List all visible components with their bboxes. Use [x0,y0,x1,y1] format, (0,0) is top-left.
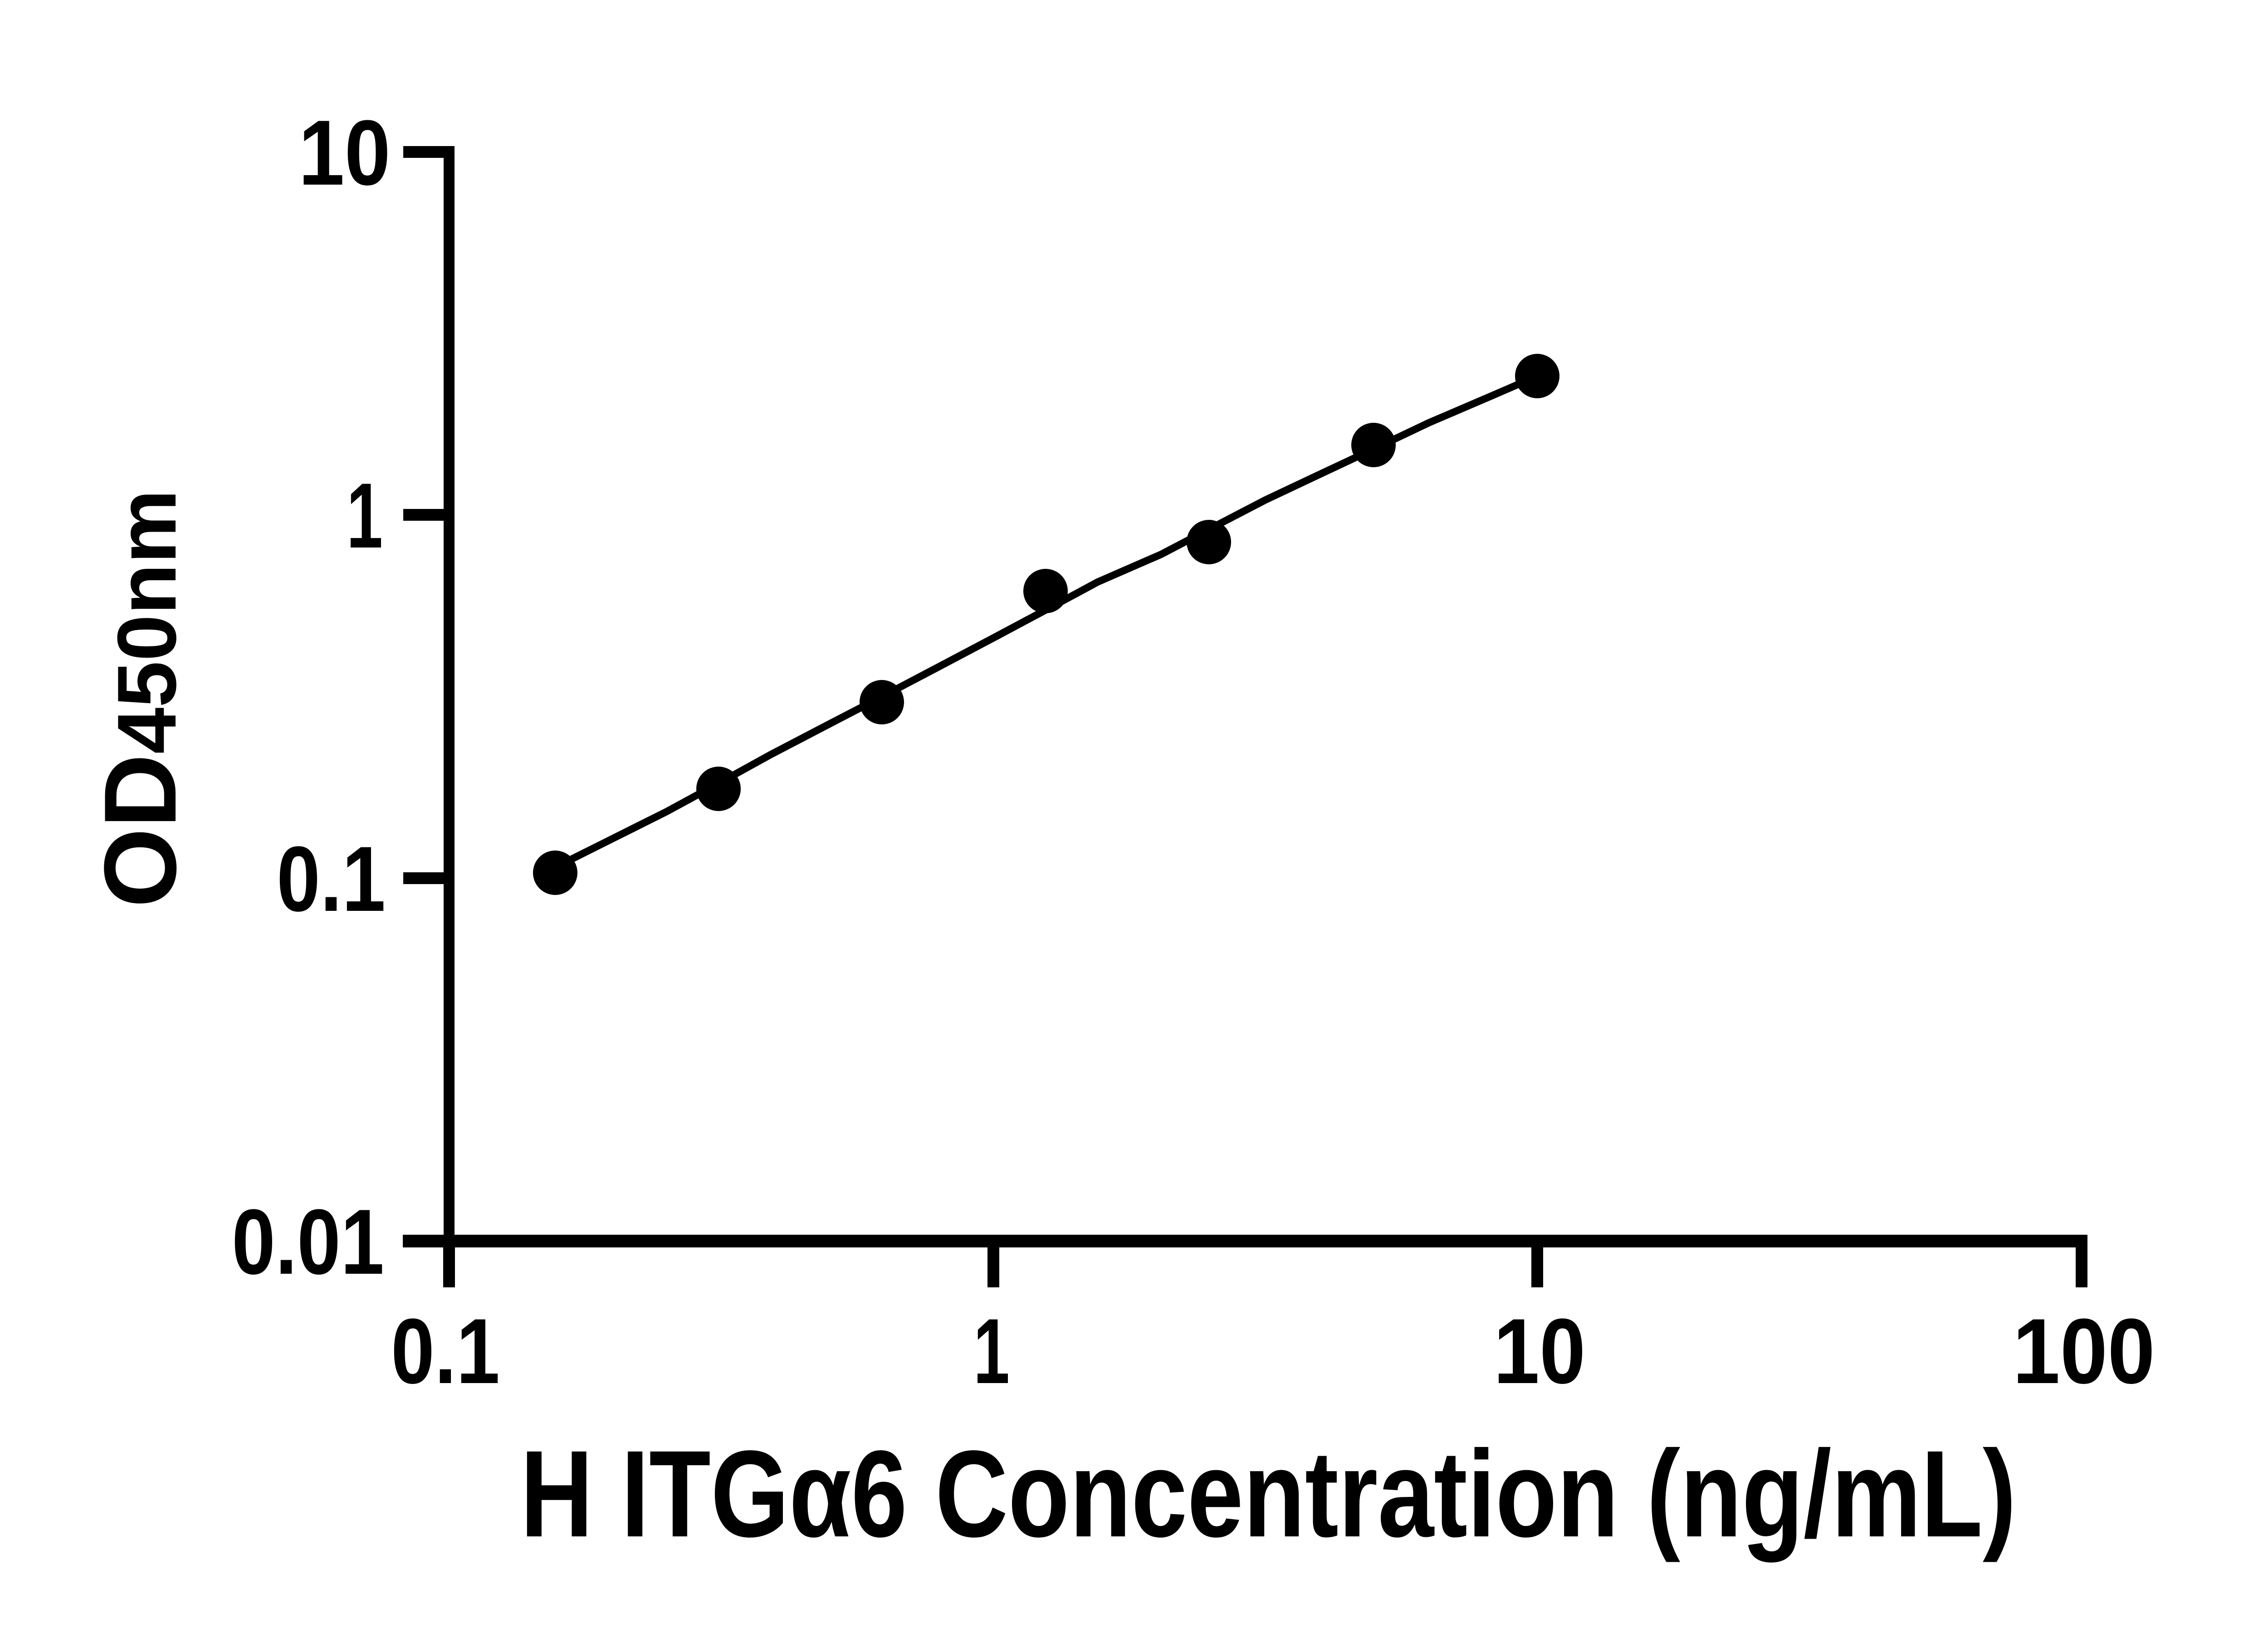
svg-text:H ITGα6 Concentration (ng/mL): H ITGα6 Concentration (ng/mL) [520,1425,2016,1564]
svg-text:1: 1 [347,464,383,567]
svg-text:100: 100 [2013,1300,2155,1403]
svg-text:10: 10 [1494,1300,1586,1403]
svg-text:0.1: 0.1 [277,827,386,931]
svg-text:1: 1 [973,1300,1010,1403]
svg-text:0.01: 0.01 [232,1190,384,1294]
svg-text:OD450nm: OD450nm [83,489,197,908]
svg-text:10: 10 [298,101,391,205]
svg-text:0.1: 0.1 [391,1300,500,1403]
